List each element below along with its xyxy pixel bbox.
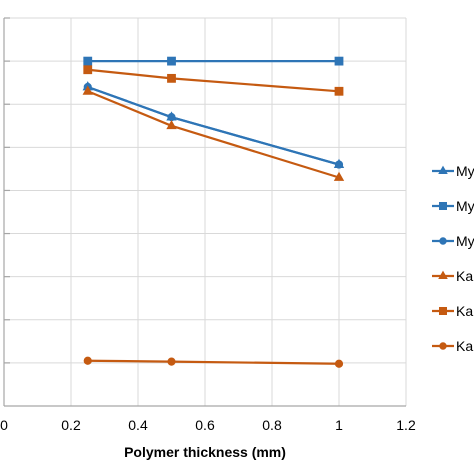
legend-marker-triangle bbox=[438, 165, 448, 175]
data-point-square bbox=[334, 56, 344, 66]
legend-entry: Kap bbox=[432, 303, 474, 319]
legend-marker-circle bbox=[439, 342, 447, 350]
x-axis-title: Polymer thickness (mm) bbox=[124, 444, 286, 460]
legend-entry: My bbox=[432, 198, 474, 214]
x-tick-label: 0.8 bbox=[262, 417, 282, 433]
data-point-square bbox=[167, 56, 176, 66]
gridlines bbox=[4, 17, 407, 406]
legend-marker-square bbox=[438, 306, 447, 315]
data-point-circle bbox=[334, 160, 344, 169]
legend-entry: Kap bbox=[432, 338, 474, 354]
legend-label: Kap bbox=[456, 338, 474, 354]
legend-entry: Kap bbox=[432, 268, 474, 284]
legend-marker-square bbox=[438, 201, 447, 210]
axes: 0 0.2 0.4 0.6 0.8 1 1.2 bbox=[0, 17, 416, 433]
legend-marker-circle bbox=[439, 237, 447, 245]
data-point-square bbox=[167, 73, 176, 83]
series-6 bbox=[83, 356, 344, 368]
legend-label: My bbox=[456, 163, 474, 179]
legend: My My My Kap Kap Kap bbox=[432, 163, 474, 354]
legend-entry: My bbox=[432, 163, 474, 179]
series-layer bbox=[82, 56, 345, 368]
data-point-triangle bbox=[166, 119, 177, 130]
data-point-triangle bbox=[82, 85, 93, 95]
series-5 bbox=[83, 65, 344, 96]
x-tick-label: 0.4 bbox=[128, 417, 148, 433]
series-4 bbox=[82, 85, 345, 181]
x-tick-label: 0.2 bbox=[61, 417, 81, 433]
data-point-triangle bbox=[333, 171, 345, 181]
legend-entry: My bbox=[432, 233, 474, 249]
data-point-circle bbox=[167, 113, 176, 122]
x-tick-label: 1 bbox=[335, 417, 343, 433]
legend-label: My bbox=[456, 198, 474, 214]
data-point-square bbox=[83, 56, 93, 66]
legend-label: Kap bbox=[456, 303, 474, 319]
data-point-circle bbox=[83, 356, 92, 365]
data-point-circle bbox=[334, 359, 344, 368]
data-point-square bbox=[83, 65, 93, 75]
legend-marker-triangle bbox=[438, 270, 448, 280]
x-tick-label: 1.2 bbox=[396, 417, 416, 433]
x-tick-label: 0 bbox=[0, 417, 8, 433]
series-2 bbox=[83, 56, 344, 66]
data-point-circle bbox=[167, 357, 176, 366]
x-tick-label: 0.6 bbox=[195, 417, 215, 433]
legend-label: My bbox=[456, 233, 474, 249]
data-point-square bbox=[334, 86, 344, 96]
legend-label: Kap bbox=[456, 268, 474, 284]
